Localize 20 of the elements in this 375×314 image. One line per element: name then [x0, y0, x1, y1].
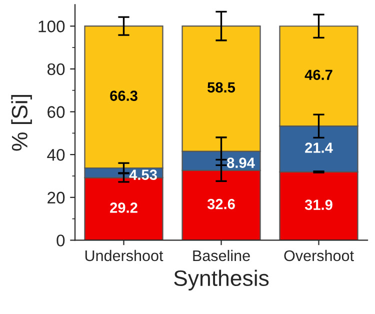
y-tick-label: 40 [47, 148, 65, 161]
x-tick-label: Overshoot [284, 250, 354, 262]
x-tick-label: Baseline [193, 250, 250, 262]
data-label: 21.4 [305, 142, 333, 153]
y-tick-label: 80 [47, 63, 65, 76]
data-label: 46.7 [304, 70, 332, 80]
data-label: 4.53 [129, 170, 157, 180]
y-tick-label: 20 [48, 192, 65, 204]
x-tick-label: Undershoot [85, 250, 164, 262]
data-label: 29.2 [110, 202, 138, 213]
y-tick-label: 100 [38, 20, 65, 32]
y-axis-title: % [Si] [11, 95, 32, 151]
y-tick-label: 0 [56, 234, 65, 246]
data-label: 8.94 [227, 158, 255, 168]
x-axis-title: Synthesis [174, 270, 269, 290]
data-label: 66.3 [110, 90, 138, 101]
data-label: 58.5 [208, 82, 236, 93]
data-label: 32.6 [207, 198, 235, 210]
y-tick-label: 60 [48, 106, 65, 118]
data-label: 31.9 [304, 200, 332, 210]
